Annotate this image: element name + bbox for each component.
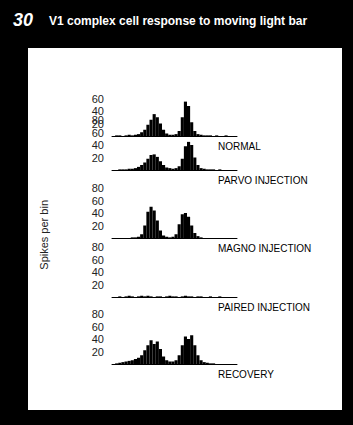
svg-text:V1 complex cell response to mo: V1 complex cell response to moving light…	[49, 14, 307, 28]
svg-text:60: 60	[92, 195, 104, 207]
svg-text:Spikes per bin: Spikes per bin	[38, 200, 50, 270]
svg-text:20: 20	[92, 279, 104, 291]
svg-text:40: 40	[92, 333, 104, 345]
svg-text:MAGNO INJECTION: MAGNO INJECTION	[218, 243, 311, 254]
svg-text:PARVO INJECTION: PARVO INJECTION	[218, 175, 308, 186]
svg-text:NORMAL: NORMAL	[218, 141, 261, 152]
svg-text:20: 20	[92, 346, 104, 358]
svg-text:20: 20	[92, 220, 104, 232]
svg-text:80: 80	[92, 114, 104, 126]
svg-text:80: 80	[92, 182, 104, 194]
svg-text:40: 40	[92, 139, 104, 151]
svg-text:60: 60	[92, 321, 104, 333]
svg-text:60: 60	[92, 93, 104, 105]
svg-text:20: 20	[92, 152, 104, 164]
svg-text:40: 40	[91, 105, 104, 117]
svg-text:30: 30	[13, 10, 33, 30]
svg-text:40: 40	[92, 207, 104, 219]
svg-text:60: 60	[92, 254, 104, 266]
svg-text:60: 60	[92, 127, 104, 139]
svg-text:PAIRED INJECTION: PAIRED INJECTION	[218, 302, 310, 313]
svg-text:80: 80	[92, 308, 104, 320]
svg-text:RECOVERY: RECOVERY	[218, 369, 274, 380]
svg-text:80: 80	[92, 241, 104, 253]
svg-text:40: 40	[92, 266, 104, 278]
